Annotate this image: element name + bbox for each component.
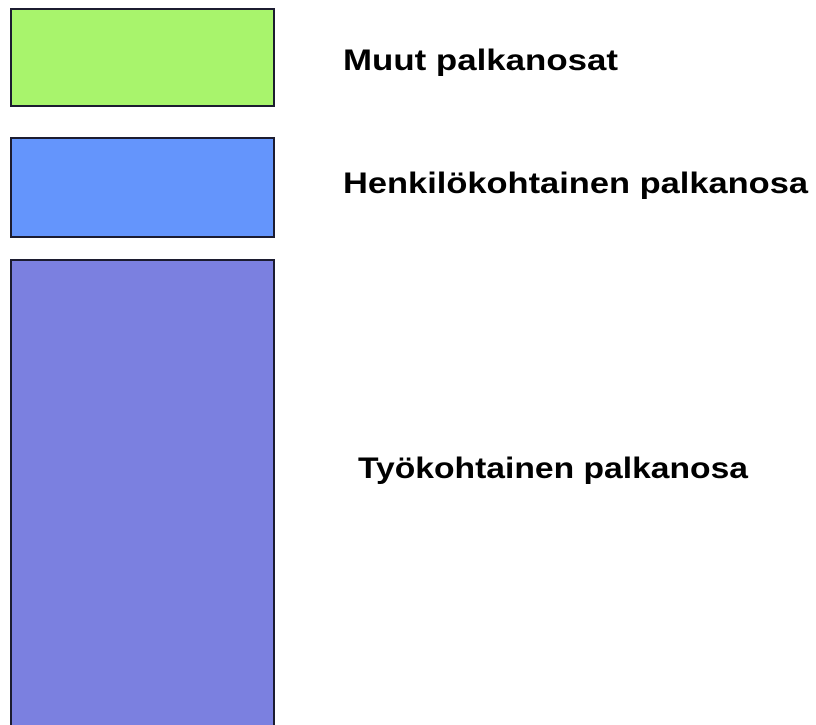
label-personal: Henkilökohtainen palkanosa — [343, 167, 808, 200]
box-other — [10, 8, 275, 107]
label-other: Muut palkanosat — [343, 44, 618, 77]
box-personal — [10, 137, 275, 238]
label-job: Työkohtainen palkanosa — [358, 452, 748, 485]
box-job — [10, 259, 275, 725]
